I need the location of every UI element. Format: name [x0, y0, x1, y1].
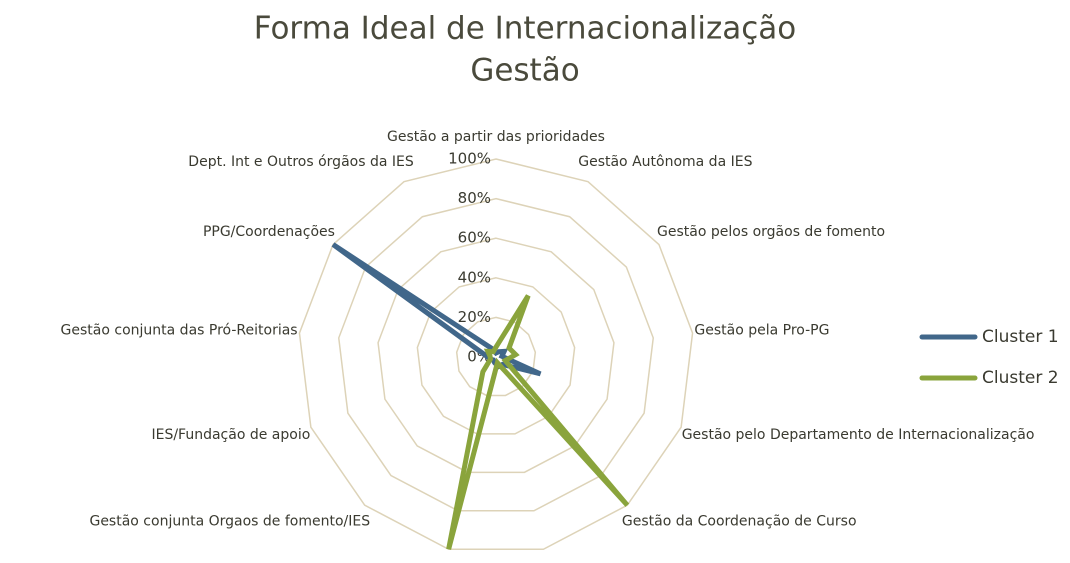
category-label: PPG/Coordenações — [203, 224, 335, 240]
r-tick-label: 100% — [448, 150, 491, 168]
series-line — [446, 294, 630, 550]
category-label: Gestão Autônoma da IES — [578, 154, 752, 170]
category-label: Gestão conjunta Orgaos de fomento/IES — [89, 514, 370, 530]
r-tick-label: 20% — [458, 308, 491, 326]
category-label: IES/Fundação de apoio — [151, 427, 310, 443]
r-tick-label: 60% — [458, 229, 491, 247]
category-label: Gestão a partir das prioridades — [387, 129, 605, 145]
r-tick-label: 80% — [458, 189, 491, 207]
chart-subtitle: Gestão — [470, 53, 579, 89]
series-line — [331, 242, 542, 377]
grid-ring — [337, 197, 655, 512]
grid-ring — [416, 277, 576, 435]
grid-ring — [377, 237, 615, 474]
r-tick-label: 40% — [458, 268, 491, 286]
category-label: Gestão pela Pro-PG — [694, 322, 829, 338]
category-label: Dept. Int e Outros órgãos da IES — [188, 154, 414, 170]
legend-label: Cluster 2 — [982, 368, 1059, 388]
category-label: Gestão pelo Departamento de Internaciona… — [682, 427, 1035, 443]
category-label: Gestão da Coordenação de Curso — [622, 514, 857, 530]
grid-ring — [298, 158, 694, 550]
chart-title: Forma Ideal de Internacionalização — [254, 11, 797, 47]
legend-label: Cluster 1 — [982, 327, 1059, 347]
category-label: Gestão conjunta das Pró-Reitorias — [61, 322, 298, 338]
category-label: Gestão pelos orgãos de fomento — [657, 224, 885, 240]
